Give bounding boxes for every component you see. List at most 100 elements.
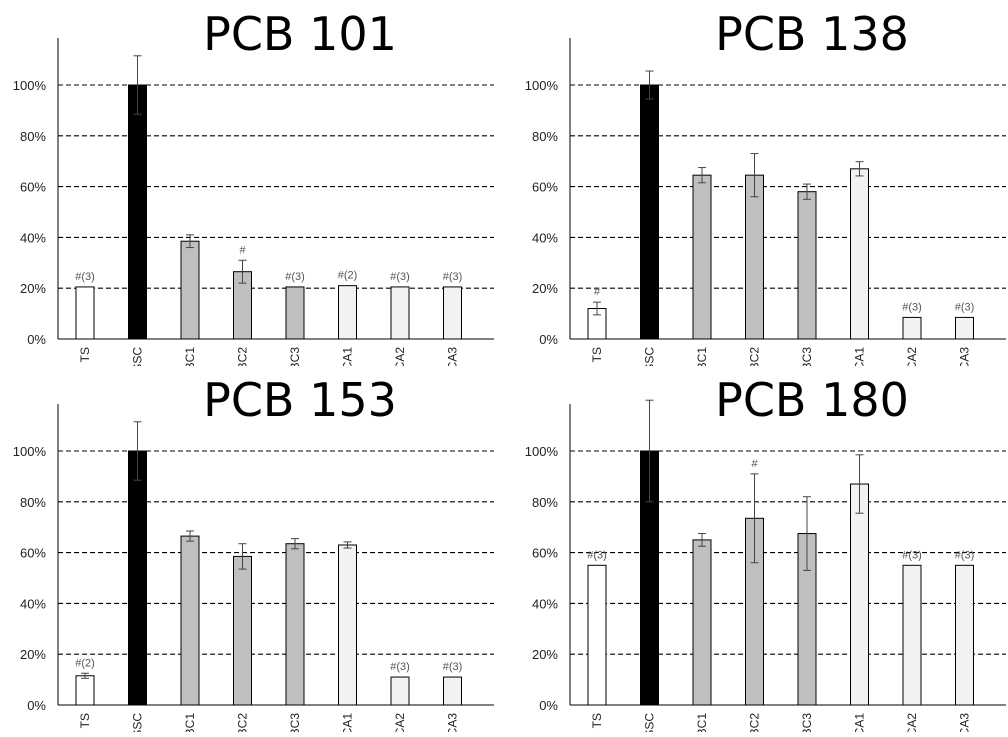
x-tick-label: CA1 <box>341 347 355 366</box>
significance-label: #(2) <box>75 657 95 669</box>
significance-label: #(3) <box>443 271 463 283</box>
x-tick-label: CA3 <box>446 713 460 732</box>
x-tick-label: TS <box>590 347 604 362</box>
y-tick-label: 80% <box>20 495 46 510</box>
y-tick-label: 40% <box>532 596 558 611</box>
significance-label: #(2) <box>338 270 358 282</box>
y-tick-label: 20% <box>20 647 46 662</box>
bar-ts <box>587 564 607 706</box>
x-tick-label: BC1 <box>183 347 197 366</box>
y-tick-label: 100% <box>13 444 47 459</box>
significance-label: #(3) <box>75 271 95 283</box>
chart-panel-pcb-153: 0% 20% 40% 60% 80% 100% #(2) TS SSC BC1 BC2 BC3 CA1 #… <box>0 366 496 737</box>
x-tick-label: TS <box>78 713 92 728</box>
x-tick-label: CA2 <box>905 713 919 732</box>
bar-bc1 <box>692 539 712 706</box>
x-tick-label: CA1 <box>853 347 867 366</box>
bar-ca2 <box>902 564 922 706</box>
x-tick-label: BC3 <box>288 347 302 366</box>
chart-panel-pcb-101: 0% 20% 40% 60% 80% 100% #(3) TS SSC BC1 # BC2 #(3) BC… <box>0 0 496 372</box>
chart-title: PCB 180 <box>715 373 909 427</box>
y-tick-label: 0% <box>539 332 558 347</box>
bar-bc1 <box>180 535 200 706</box>
significance-label: #(3) <box>390 271 410 283</box>
chart-svg: 0% 20% 40% 60% 80% 100% #(3) TS SSC BC1 # BC2 BC3 CA1… <box>525 373 1006 737</box>
bar-ca1 <box>850 483 869 706</box>
y-tick-label: 60% <box>20 180 46 195</box>
y-tick-label: 60% <box>20 546 46 561</box>
x-tick-label: BC2 <box>748 347 762 366</box>
x-tick-label: BC1 <box>183 713 197 732</box>
x-tick-label: CA2 <box>393 713 407 732</box>
y-tick-label: 20% <box>532 647 558 662</box>
chart-panel-pcb-138: 0% 20% 40% 60% 80% 100% # TS SSC BC1 BC2 BC3 CA1 #(3)… <box>512 0 1008 372</box>
bar-ca2 <box>390 286 410 340</box>
y-tick-label: 20% <box>532 281 558 296</box>
bar-ca3 <box>443 286 462 340</box>
significance-label: # <box>594 286 601 298</box>
bar-ca2 <box>902 316 922 340</box>
bar-bc1 <box>692 174 712 340</box>
x-tick-label: BC3 <box>800 713 814 732</box>
y-tick-label: 100% <box>525 444 559 459</box>
bar-ca1 <box>850 168 869 340</box>
significance-label: # <box>751 458 758 470</box>
bar-ca3 <box>443 676 462 706</box>
y-tick-label: 40% <box>532 230 558 245</box>
y-tick-label: 100% <box>525 78 559 93</box>
significance-label: #(3) <box>955 549 975 561</box>
y-tick-label: 80% <box>20 129 46 144</box>
chart-panel-pcb-180: 0% 20% 40% 60% 80% 100% #(3) TS SSC BC1 # BC2 BC3 CA1… <box>512 366 1008 737</box>
x-tick-label: BC2 <box>236 713 250 732</box>
x-tick-label: CA1 <box>341 713 355 732</box>
bar-ca1 <box>338 544 357 706</box>
x-tick-label: SSC <box>131 347 145 366</box>
y-tick-label: 40% <box>20 596 46 611</box>
bar-ssc <box>640 84 659 340</box>
x-tick-label: SSC <box>131 713 145 732</box>
x-tick-label: CA2 <box>905 347 919 366</box>
y-tick-label: 60% <box>532 180 558 195</box>
x-tick-label: CA2 <box>393 347 407 366</box>
y-tick-label: 20% <box>20 281 46 296</box>
y-tick-label: 80% <box>532 129 558 144</box>
y-tick-label: 0% <box>27 332 46 347</box>
chart-title: PCB 153 <box>203 373 397 427</box>
bar-bc3 <box>285 543 305 706</box>
chart-svg: 0% 20% 40% 60% 80% 100% # TS SSC BC1 BC2 BC3 CA1 #(3)… <box>525 7 1006 372</box>
bar-bc3 <box>285 286 305 340</box>
bar-ts <box>75 675 95 706</box>
bar-ca3 <box>955 564 974 706</box>
x-tick-label: BC3 <box>288 713 302 732</box>
significance-label: #(3) <box>902 301 922 313</box>
y-tick-label: 80% <box>532 495 558 510</box>
bar-ca1 <box>338 285 357 340</box>
y-tick-label: 40% <box>20 230 46 245</box>
bar-ssc <box>128 84 147 340</box>
x-tick-label: SSC <box>643 347 657 366</box>
significance-label: #(3) <box>390 661 410 673</box>
bar-bc3 <box>797 191 817 340</box>
x-tick-label: BC3 <box>800 347 814 366</box>
significance-label: # <box>239 244 246 256</box>
chart-title: PCB 138 <box>715 7 909 61</box>
x-tick-label: TS <box>590 713 604 728</box>
y-tick-label: 0% <box>27 698 46 713</box>
significance-label: #(3) <box>902 549 922 561</box>
x-tick-label: BC1 <box>695 347 709 366</box>
y-tick-label: 60% <box>532 546 558 561</box>
chart-title: PCB 101 <box>203 7 397 61</box>
y-tick-label: 100% <box>13 78 47 93</box>
bar-bc2 <box>745 174 764 340</box>
x-tick-label: CA3 <box>446 347 460 366</box>
significance-label: #(3) <box>285 271 305 283</box>
significance-label: #(3) <box>955 301 975 313</box>
bar-ca3 <box>955 316 974 340</box>
bar-ts <box>75 286 95 340</box>
bar-bc1 <box>180 240 200 340</box>
chart-svg: 0% 20% 40% 60% 80% 100% #(2) TS SSC BC1 BC2 BC3 CA1 #… <box>13 373 494 737</box>
significance-label: #(3) <box>443 661 463 673</box>
chart-svg: 0% 20% 40% 60% 80% 100% #(3) TS SSC BC1 # BC2 #(3) BC… <box>13 7 494 372</box>
x-tick-label: BC1 <box>695 713 709 732</box>
bar-bc2 <box>233 555 252 706</box>
